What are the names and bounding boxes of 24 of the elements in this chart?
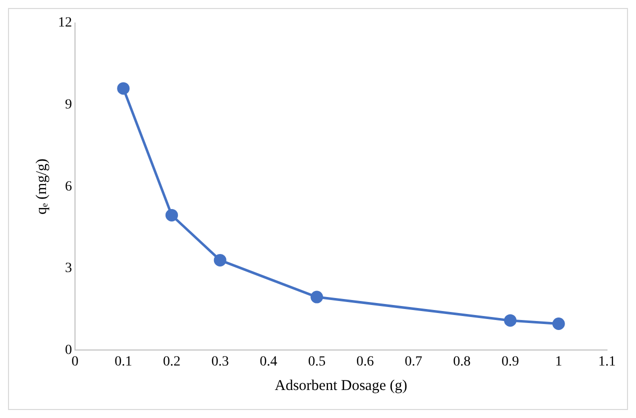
point [165, 208, 178, 222]
y-tick-label: 3 [65, 261, 72, 276]
point [117, 82, 130, 95]
point [504, 314, 517, 327]
x-tick-label: 0.8 [453, 354, 471, 370]
x-tick-label: 1.1 [598, 354, 616, 370]
point [310, 290, 324, 304]
x-tick-label: 0.9 [502, 354, 520, 370]
x-tick-label: 0.5 [308, 354, 326, 370]
x-tick-label: 0.4 [260, 354, 278, 370]
x-tick-label: 0.1 [114, 354, 132, 370]
x-axis-title: Adsorbent Dosage (g) [274, 378, 408, 394]
y-tick-label: 0 [65, 342, 72, 358]
point [552, 318, 565, 330]
x-tick-label: 0.6 [356, 354, 374, 370]
y-tick-label: 9 [65, 97, 72, 112]
point [214, 254, 226, 266]
x-tick-label: 0.7 [404, 354, 422, 370]
x-tick-label: 0.2 [162, 354, 180, 370]
x-tick-label: 1 [555, 354, 562, 370]
y-tick-label: 6 [65, 179, 72, 194]
y-axis-title: qₑ (mg/g) [34, 158, 50, 215]
y-tick-label: 12 [58, 16, 72, 31]
x-tick-label: 0.3 [211, 354, 229, 370]
